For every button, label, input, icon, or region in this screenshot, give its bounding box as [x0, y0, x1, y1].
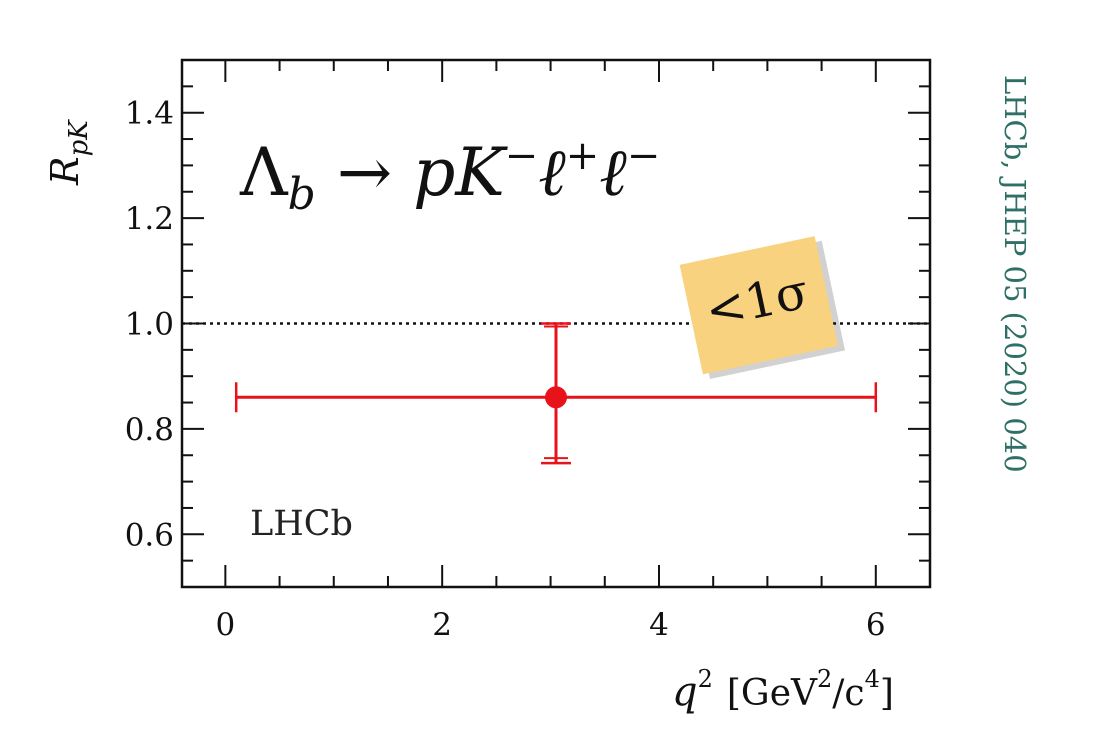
title-ell-2: ℓ — [599, 134, 627, 211]
x-axis-title: q2 [GeV2/c4] — [672, 665, 894, 715]
title-exp-plus: + — [566, 133, 600, 179]
x-axis-title-unit2: /c — [832, 673, 864, 714]
data-point — [545, 386, 567, 409]
title-arrow-pk: → pK — [316, 134, 509, 211]
title-exp-minus: − — [505, 133, 539, 179]
x-axis-title-exp: 2 — [698, 665, 713, 693]
x-axis-title-unit3: ] — [880, 673, 894, 714]
title-exp-minus-2: − — [627, 133, 661, 179]
title-ell-1: ℓ — [538, 134, 566, 211]
x-tick-label: 4 — [649, 607, 669, 643]
y-tick-label: 1.2 — [125, 201, 174, 237]
annotation-note — [679, 236, 838, 375]
y-tick-label: 1.0 — [125, 307, 174, 343]
x-tick-label: 6 — [866, 607, 886, 643]
title-subscript-b: b — [288, 169, 316, 220]
title-lambda: Λ — [239, 134, 289, 211]
y-tick-label: 0.8 — [125, 412, 174, 448]
sigma-annotation: <1σ — [679, 236, 846, 380]
chart-title: Λb → pK−ℓ+ℓ− — [239, 133, 660, 220]
y-tick-label: 1.4 — [125, 96, 174, 132]
x-tick-label: 0 — [215, 607, 235, 643]
y-axis-title-R: R — [43, 156, 87, 186]
y-axis-title: RpK — [43, 119, 94, 186]
citation: LHCb, JHEP 05 (2020) 040 — [998, 75, 1032, 473]
experiment-label: LHCb — [250, 504, 353, 544]
data-series — [234, 322, 878, 465]
x-axis-title-q: q — [672, 669, 698, 715]
y-axis-title-sub: pK — [64, 119, 94, 157]
x-axis: 0 2 4 6 — [215, 60, 931, 643]
x-axis-title-exp3: 4 — [865, 665, 880, 693]
x-axis-title-unit1: [GeV — [727, 673, 818, 714]
x-tick-label: 2 — [432, 607, 452, 643]
x-axis-title-exp2: 2 — [817, 665, 832, 693]
y-tick-label: 0.6 — [125, 517, 174, 553]
